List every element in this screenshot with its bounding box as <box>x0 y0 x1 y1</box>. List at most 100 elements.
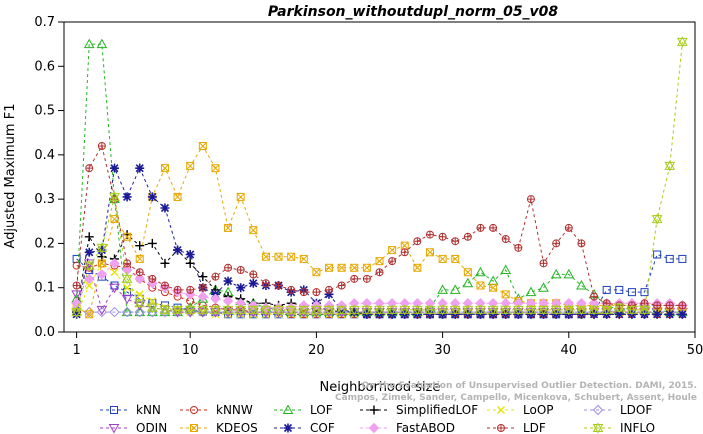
data-point <box>121 306 133 317</box>
data-point <box>576 304 587 316</box>
data-point <box>109 283 120 294</box>
data-point <box>83 38 95 49</box>
legend-item-odin: ODIN <box>100 421 167 434</box>
data-point <box>134 306 146 317</box>
data-point <box>211 272 220 281</box>
data-point <box>135 254 144 263</box>
data-point <box>134 306 145 318</box>
data-point <box>235 308 247 318</box>
y-tick-label: 0.6 <box>34 59 55 74</box>
data-point <box>146 302 158 314</box>
data-point <box>109 306 120 318</box>
legend-label: LDOF <box>620 403 652 417</box>
data-point <box>336 304 347 316</box>
data-point <box>348 304 360 316</box>
series-fastabod <box>71 258 688 313</box>
legend-label: LoOP <box>523 403 554 417</box>
data-point <box>665 254 674 263</box>
data-point <box>247 304 259 316</box>
data-point <box>601 304 613 316</box>
legend-marker <box>368 422 380 434</box>
data-point <box>298 304 310 316</box>
plot-frame <box>63 21 696 333</box>
data-point <box>602 285 611 294</box>
series-inflo <box>71 36 688 318</box>
data-point <box>375 257 384 266</box>
x-tick-label: 10 <box>182 343 199 358</box>
data-point <box>626 304 638 316</box>
data-point <box>197 308 209 318</box>
axes: 1 10 20 30 40 50 0.0 0.1 0.2 0.3 0.4 0.5 0.6 0.7 <box>34 15 703 358</box>
data-point <box>123 283 132 292</box>
data-point <box>400 248 409 257</box>
data-point <box>564 223 573 232</box>
data-point <box>449 284 461 294</box>
data-point <box>285 304 297 316</box>
legend-item-knn: kNN <box>100 403 161 417</box>
data-point <box>513 298 524 309</box>
data-point <box>438 232 447 241</box>
data-point <box>437 304 448 316</box>
data-point <box>160 301 169 310</box>
data-point <box>550 298 562 309</box>
data-point <box>147 278 158 289</box>
legend-label: KDEOS <box>216 421 258 434</box>
data-point <box>198 142 207 150</box>
data-point <box>350 274 359 283</box>
data-point <box>413 263 422 272</box>
data-point <box>349 307 359 317</box>
data-point <box>538 298 549 309</box>
data-point <box>462 298 474 309</box>
data-point <box>184 289 196 300</box>
data-point <box>110 268 119 277</box>
data-point <box>476 281 485 290</box>
data-point <box>147 238 157 248</box>
data-point <box>639 304 650 316</box>
data-point <box>123 232 132 241</box>
data-point <box>512 304 524 316</box>
legend-marker <box>497 424 505 432</box>
data-point <box>287 252 296 261</box>
data-point <box>374 304 385 316</box>
data-point <box>134 297 146 309</box>
data-point <box>500 264 512 274</box>
data-point <box>96 242 108 254</box>
data-point <box>299 288 308 297</box>
data-point <box>236 266 245 274</box>
data-point <box>550 268 562 279</box>
legend-label: LDF <box>523 421 546 434</box>
data-point <box>173 192 182 201</box>
data-point <box>197 304 209 316</box>
y-tick-label: 0.1 <box>34 281 55 296</box>
y-tick-label: 0.0 <box>34 325 55 340</box>
data-point <box>437 284 448 294</box>
data-point <box>325 263 334 272</box>
legend-item-cof: COF <box>274 421 335 434</box>
data-point <box>236 283 246 293</box>
data-point <box>525 286 537 297</box>
data-point <box>538 304 549 316</box>
data-point <box>222 308 234 318</box>
data-point <box>72 261 81 270</box>
data-point <box>476 223 485 232</box>
data-point <box>159 306 171 317</box>
legend-item-inflo: INFLO <box>584 421 655 434</box>
data-point <box>121 273 133 285</box>
data-point <box>588 298 600 309</box>
legend-item-simplifiedlof: SimplifiedLOF <box>360 403 478 417</box>
data-point <box>539 259 548 268</box>
data-point <box>210 304 221 316</box>
data-point <box>249 270 258 279</box>
data-point <box>437 298 448 309</box>
data-point <box>110 215 119 224</box>
legend-marker <box>108 424 120 434</box>
x-tick-label: 20 <box>308 343 325 358</box>
data-point <box>135 241 145 251</box>
data-point <box>538 282 549 292</box>
legend-item-kdeos: KDEOS <box>180 421 258 434</box>
data-point <box>475 266 486 277</box>
series-layer <box>71 36 688 319</box>
data-point <box>475 298 486 309</box>
legend-marker <box>497 406 505 414</box>
